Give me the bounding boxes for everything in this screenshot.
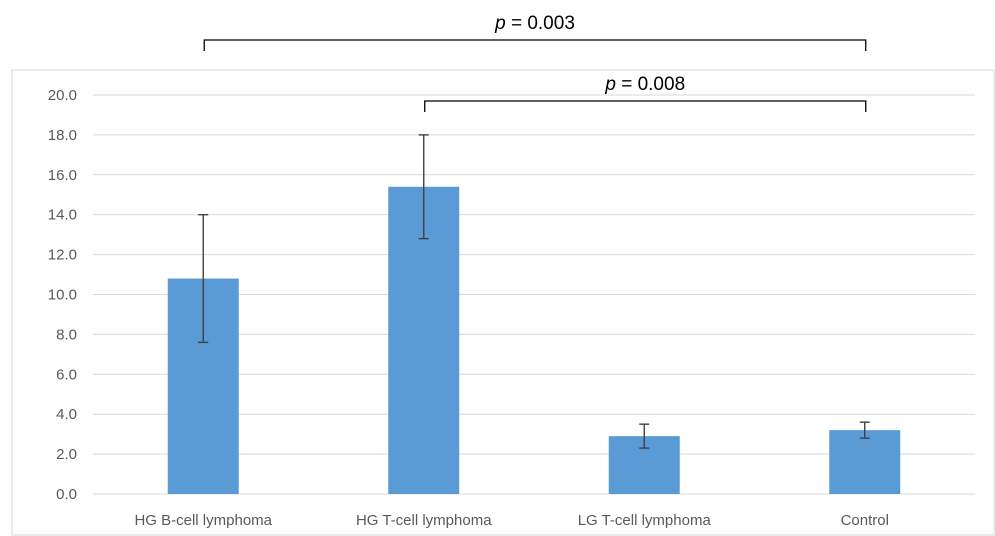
p-value: = 0.008 bbox=[616, 74, 685, 95]
p-symbol: p bbox=[494, 13, 506, 34]
y-tick-label: 4.0 bbox=[56, 406, 77, 423]
chart-area-border bbox=[11, 69, 995, 536]
y-tick-label: 10.0 bbox=[48, 287, 77, 304]
y-tick-label: 20.0 bbox=[48, 87, 77, 104]
x-category-label: HG B-cell lymphoma bbox=[134, 512, 272, 529]
y-tick-label: 6.0 bbox=[56, 366, 77, 383]
y-tick-label: 8.0 bbox=[56, 326, 77, 343]
bars bbox=[167, 186, 901, 494]
y-tick-label: 18.0 bbox=[48, 127, 77, 144]
significance-bracket bbox=[424, 100, 867, 112]
y-tick-label: 16.0 bbox=[48, 167, 77, 184]
y-tick-label: 0.0 bbox=[56, 486, 77, 503]
p-value-label: p = 0.008 bbox=[604, 74, 685, 95]
significance-bracket bbox=[203, 39, 867, 51]
p-value-label: p = 0.003 bbox=[494, 13, 575, 34]
y-tick-label: 12.0 bbox=[48, 247, 77, 264]
y-axis-ticks: 0.0 2.0 4.0 6.0 8.0 10.0 12.0 14.0 16.0 18.0 20.0 bbox=[48, 87, 77, 503]
error-bars bbox=[198, 134, 870, 449]
x-axis-labels: HG B-cell lymphoma HG T-cell lymphoma LG T… bbox=[134, 512, 888, 529]
p-value: = 0.003 bbox=[506, 13, 575, 34]
x-category-label: LG T-cell lymphoma bbox=[578, 512, 712, 529]
y-tick-label: 14.0 bbox=[48, 207, 77, 224]
x-category-label: HG T-cell lymphoma bbox=[356, 512, 492, 529]
y-tick-label: 2.0 bbox=[56, 446, 77, 463]
bar bbox=[829, 430, 901, 494]
p-symbol: p bbox=[604, 74, 616, 95]
gridlines bbox=[93, 94, 975, 495]
x-category-label: Control bbox=[841, 512, 889, 529]
